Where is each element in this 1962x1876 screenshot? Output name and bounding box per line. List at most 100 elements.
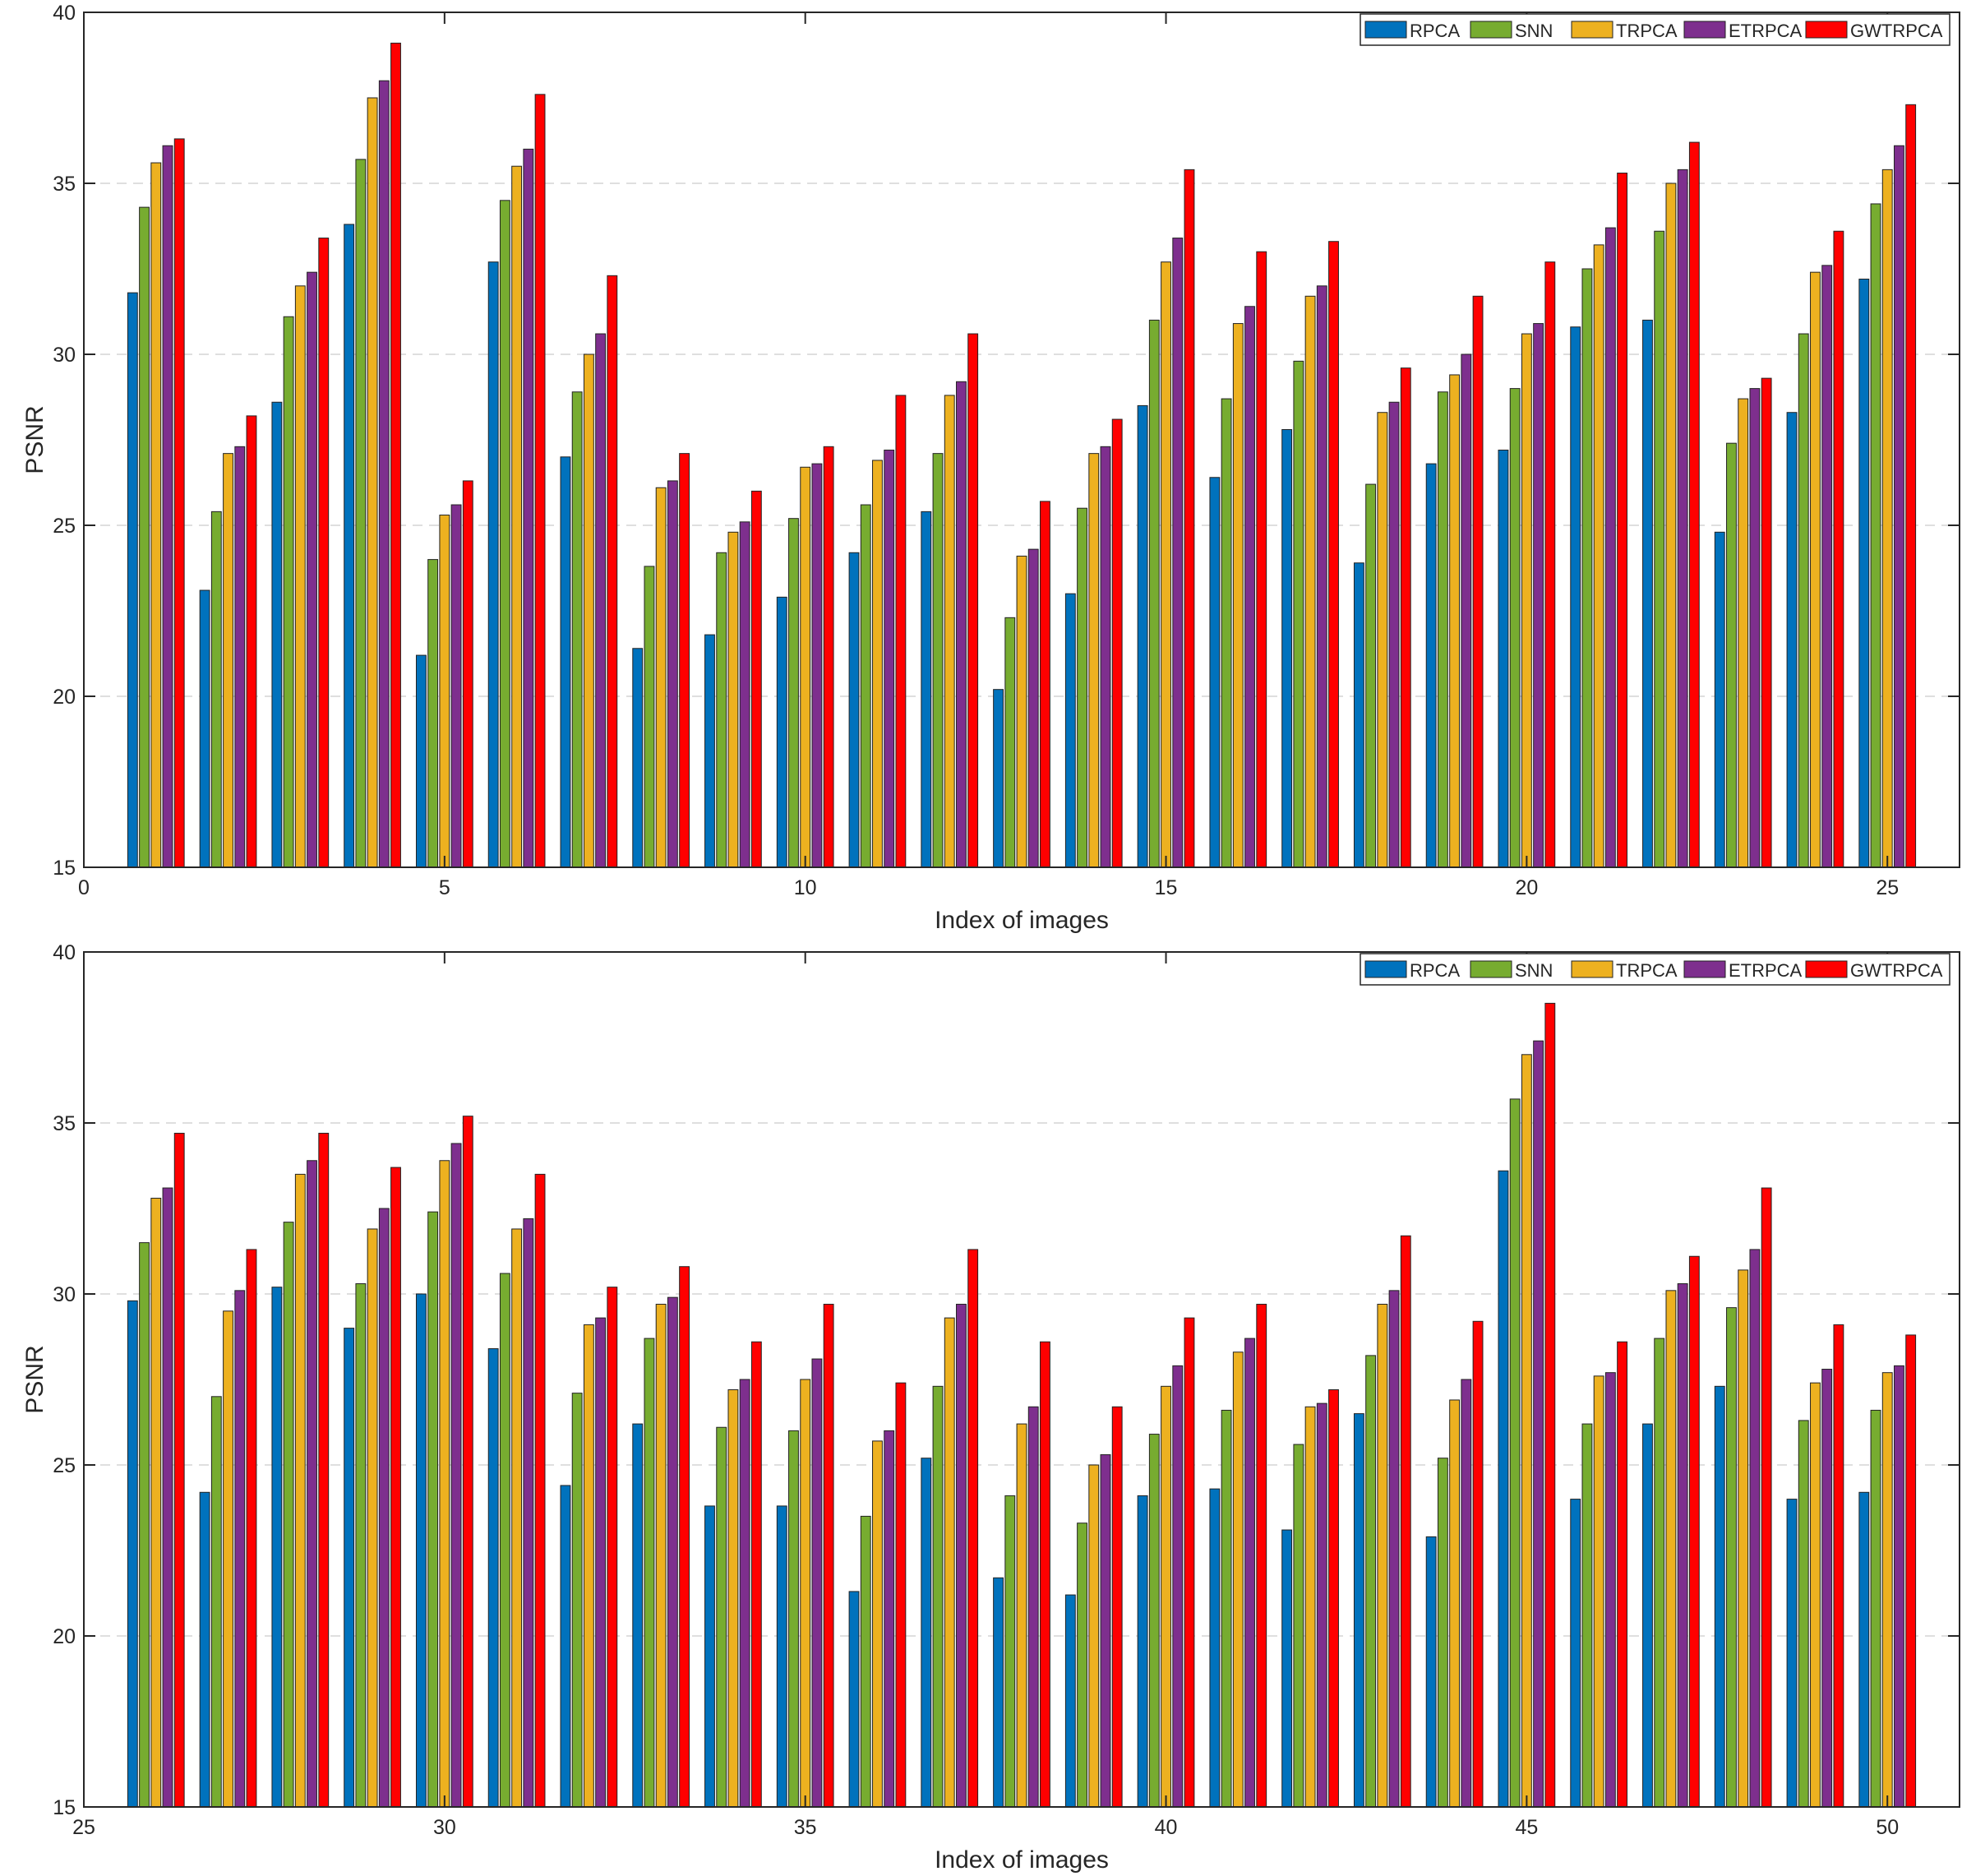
bar xyxy=(1353,562,1364,868)
bar xyxy=(727,1389,739,1808)
y-axis-label: PSNR xyxy=(21,405,48,474)
bar xyxy=(390,42,401,868)
bar xyxy=(848,1591,860,1808)
bar xyxy=(967,1249,979,1808)
bar xyxy=(823,446,834,868)
bar xyxy=(1400,367,1411,868)
bar xyxy=(462,1116,473,1808)
bar xyxy=(511,1228,523,1808)
bar xyxy=(1293,1444,1304,1808)
bar xyxy=(667,1296,678,1808)
legend-swatch xyxy=(1683,960,1726,978)
bar xyxy=(499,1273,510,1808)
legend-label: SNN xyxy=(1515,960,1553,981)
bar xyxy=(283,316,294,868)
legend-swatch xyxy=(1805,960,1848,978)
bar xyxy=(571,1393,583,1808)
bar xyxy=(1232,1352,1244,1808)
bar xyxy=(800,466,811,868)
bar xyxy=(1821,1369,1833,1808)
bar xyxy=(199,1491,210,1808)
bar xyxy=(1870,1409,1881,1808)
legend-label: TRPCA xyxy=(1616,21,1678,41)
bar xyxy=(439,1160,450,1808)
bar xyxy=(1400,1235,1411,1808)
legend-swatch xyxy=(1470,960,1512,978)
legend-label: RPCA xyxy=(1410,21,1460,41)
bar xyxy=(1161,261,1171,868)
bar xyxy=(1064,1594,1076,1808)
bar xyxy=(162,1187,173,1808)
bar xyxy=(1027,548,1039,868)
bar xyxy=(921,1458,932,1808)
bar xyxy=(1232,323,1244,868)
bar xyxy=(1581,1423,1593,1808)
bar xyxy=(1088,1464,1100,1808)
bar xyxy=(499,200,510,868)
x-tick-label: 40 xyxy=(1155,1816,1178,1839)
legend-item: GWTRPCA xyxy=(1805,21,1943,41)
bar xyxy=(679,1266,690,1808)
bar xyxy=(860,504,871,868)
axes-box xyxy=(83,951,1960,1808)
bar xyxy=(1111,418,1123,868)
bar xyxy=(655,487,667,868)
bar xyxy=(716,552,727,868)
bar xyxy=(884,1430,895,1808)
bar xyxy=(1498,449,1509,868)
bar xyxy=(823,1303,834,1808)
legend-item: SNN xyxy=(1470,21,1553,41)
bar xyxy=(367,1228,378,1808)
bar xyxy=(1570,1499,1581,1808)
bar xyxy=(1688,141,1700,868)
bar xyxy=(1388,1290,1400,1808)
x-tick-label: 10 xyxy=(794,876,817,899)
bar xyxy=(1293,360,1304,868)
bar xyxy=(1184,1317,1195,1808)
bar xyxy=(150,162,162,868)
x-tick-label: 5 xyxy=(439,876,450,899)
bar xyxy=(1521,1054,1532,1808)
legend-swatch xyxy=(1364,960,1407,978)
bar xyxy=(294,1173,306,1808)
bar xyxy=(415,654,427,868)
bar xyxy=(1738,398,1749,868)
bar xyxy=(1040,501,1050,868)
bar xyxy=(607,1287,618,1808)
bar xyxy=(944,1317,955,1808)
bar xyxy=(1137,1495,1148,1808)
chart-top: 15 20 25 30 35 40 0 5 10 15 20 25 Index of images PSN… xyxy=(21,2,1960,934)
bar xyxy=(1654,1338,1665,1808)
bar xyxy=(534,94,546,868)
bar xyxy=(1604,1372,1616,1808)
bar xyxy=(1810,1382,1821,1808)
bar xyxy=(210,511,222,868)
bar xyxy=(1593,244,1604,868)
bar xyxy=(1004,1495,1016,1808)
legend-item: TRPCA xyxy=(1571,21,1678,41)
x-tick-label: 45 xyxy=(1515,1816,1538,1839)
legend-label: GWTRPCA xyxy=(1850,960,1943,981)
bar xyxy=(1786,1499,1798,1808)
bar xyxy=(173,138,185,868)
bar xyxy=(1881,1372,1893,1808)
y-tick-label: 40 xyxy=(53,2,76,25)
bar xyxy=(1533,323,1544,868)
bar xyxy=(1304,295,1316,868)
legend-label: TRPCA xyxy=(1616,960,1678,981)
legend-label: ETRPCA xyxy=(1729,960,1803,981)
bar xyxy=(1786,412,1798,868)
legend-label: ETRPCA xyxy=(1729,21,1803,41)
bar xyxy=(1016,555,1027,868)
bar xyxy=(1172,238,1184,868)
y-axis-label: PSNR xyxy=(21,1345,48,1413)
bar xyxy=(318,238,330,868)
bar xyxy=(1714,531,1725,868)
bar xyxy=(1316,285,1327,868)
bar xyxy=(776,1505,787,1808)
bar xyxy=(427,559,439,868)
bar xyxy=(344,224,355,868)
legend-swatch xyxy=(1364,21,1407,39)
bar xyxy=(1677,169,1688,868)
bar xyxy=(848,552,860,868)
